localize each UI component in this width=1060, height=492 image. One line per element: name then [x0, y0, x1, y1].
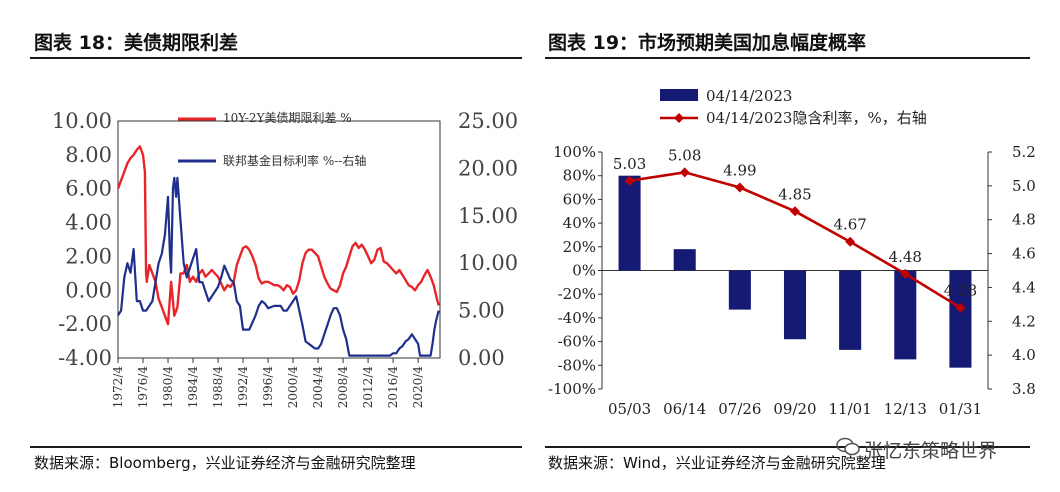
x-tick-label: 11/01: [829, 400, 872, 418]
x-tick-label: 12/13: [884, 400, 927, 418]
implied-rate-point: [734, 182, 745, 193]
x-tick-label: 2016/4: [386, 366, 400, 409]
bar-05-03: [618, 175, 641, 271]
x-tick-label: 1984/4: [186, 366, 200, 409]
x-tick-label: 05/03: [608, 400, 651, 418]
legend-label-term-spread: 10Y-2Y美债期限利差 %: [223, 111, 352, 125]
bar-06-14: [673, 249, 696, 271]
implied-rate-point: [955, 302, 966, 313]
implied-rate-data-label: 4.85: [778, 185, 811, 203]
rate-hike-probability-chart: 100% 80% 60% 40% 20% 0% -20% -40% -60% -80% -100% 5…: [548, 87, 1036, 418]
implied-rate-data-label: 5.08: [668, 146, 701, 164]
legend-marker-implied-rate: [674, 113, 684, 123]
left-bottom-rule: [30, 446, 522, 448]
y-right-tick-label: 25.00: [458, 109, 518, 133]
y-left-tick-label: 0%: [572, 262, 596, 280]
y-right-tick-label: 4.2: [1012, 312, 1036, 330]
implied-rate-point: [900, 268, 911, 279]
bar-09-20: [783, 270, 807, 340]
left-source-note: 数据来源：Bloomberg，兴业证券经济与金融研究院整理: [34, 454, 416, 472]
bar-01-31: [949, 270, 972, 368]
y-left-tick-label: 80%: [563, 167, 596, 185]
x-tick-label: 1980/4: [161, 366, 175, 409]
y-right-tick-label: 20.00: [458, 156, 518, 180]
implied-rate-data-label: 4.67: [833, 216, 866, 234]
legend-label-fed-funds-rate: 联邦基金目标利率 %--右轴: [223, 153, 366, 168]
implied-rate-point: [790, 206, 800, 217]
y-right-tick-label: 0.00: [458, 346, 505, 370]
y-right-tick-label: 15.00: [458, 204, 518, 228]
watermark: 张忆东策略世界: [836, 436, 997, 463]
y-left-tick-label: -100%: [548, 380, 596, 398]
y-left-tick-label: 20%: [563, 238, 596, 256]
legend-swatch-probability-bars: [660, 89, 698, 101]
x-tick-label: 09/20: [773, 400, 816, 418]
y-right-tick-label: 4.0: [1012, 346, 1036, 364]
x-tick-label: 2020/4: [411, 366, 425, 409]
y-right-tick-label: 3.8: [1012, 380, 1036, 398]
implied-rate-data-label: 4.99: [723, 162, 756, 180]
implied-rate-data-label: 5.03: [613, 155, 646, 173]
left-chart-title: 图表 18：美债期限利差: [34, 32, 239, 54]
plot-frame: [117, 120, 441, 359]
y-left-tick-label: -40%: [558, 309, 596, 327]
y-left-tick-label: 4.00: [65, 211, 112, 235]
bar-11-01: [839, 270, 862, 350]
y-left-tick-label: 100%: [553, 143, 596, 161]
x-tick-label: 07/26: [718, 400, 761, 418]
left-top-rule: [30, 57, 522, 59]
y-left-tick-label: -2.00: [58, 312, 112, 336]
series-line-term-spread: [116, 145, 440, 326]
y-left-tick-label: 2.00: [65, 244, 112, 268]
watermark-text: 张忆东策略世界: [864, 440, 998, 462]
x-tick-label: 2004/4: [311, 366, 325, 409]
y-right-tick-label: 5.0: [1012, 177, 1036, 195]
x-tick-label: 01/31: [939, 400, 982, 418]
x-tick-label: 1988/4: [211, 366, 225, 409]
y-left-tick-label: 0.00: [65, 278, 112, 302]
implied-rate-data-label: 4.28: [944, 282, 977, 300]
y-left-tick-label: 60%: [563, 190, 596, 208]
legend-label-implied-rate: 04/14/2023隐含利率，%，右轴: [706, 109, 927, 127]
right-source-note: 数据来源：Wind，兴业证券经济与金融研究院整理: [548, 454, 886, 472]
y-left-tick-label: -4.00: [58, 346, 112, 370]
y-right-tick-label: 5.00: [458, 299, 505, 323]
y-left-tick-label: 8.00: [65, 143, 112, 167]
x-tick-label: 1992/4: [236, 366, 250, 409]
y-left-tick-label: 40%: [563, 214, 596, 232]
y-left-tick-label: -20%: [558, 285, 596, 303]
implied-rate-data-label: 4.48: [889, 248, 922, 266]
y-left-tick-label: -80%: [558, 356, 596, 374]
right-top-rule: [545, 57, 1030, 59]
x-tick-label: 06/14: [663, 400, 706, 418]
y-left-tick-label: 6.00: [65, 177, 112, 201]
right-bottom-rule: [545, 446, 1030, 448]
y-right-tick-label: 5.2: [1012, 143, 1036, 161]
bar-07-26: [728, 270, 751, 310]
term-spread-chart: 10.00 8.00 6.00 4.00 2.00 0.00 -2.00 -4.00 25.00…: [52, 109, 518, 409]
y-left-tick-label: -60%: [558, 333, 596, 351]
right-chart-title: 图表 19：市场预期美国加息幅度概率: [548, 32, 867, 54]
x-tick-label: 2000/4: [286, 366, 300, 409]
wechat-icon: [836, 437, 860, 462]
bar-12-13: [894, 270, 917, 360]
series-line-fed-funds-rate: [117, 176, 440, 357]
legend-label-probability-bars: 04/14/2023: [706, 87, 792, 105]
x-tick-label: 2008/4: [336, 366, 350, 409]
y-right-tick-label: 4.6: [1012, 245, 1036, 263]
x-tick-label: 1996/4: [261, 366, 275, 409]
y-right-tick-label: 4.8: [1012, 211, 1036, 229]
implied-rate-point: [679, 167, 690, 178]
x-tick-label: 1976/4: [136, 366, 150, 409]
implied-rate-point: [624, 175, 635, 186]
implied-rate-point: [845, 236, 856, 247]
x-tick-label: 2012/4: [361, 366, 375, 409]
y-right-tick-label: 4.4: [1012, 278, 1036, 296]
x-tick-label: 1972/4: [111, 366, 125, 409]
y-right-tick-label: 10.00: [458, 251, 518, 275]
y-left-tick-label: 10.00: [52, 109, 112, 133]
